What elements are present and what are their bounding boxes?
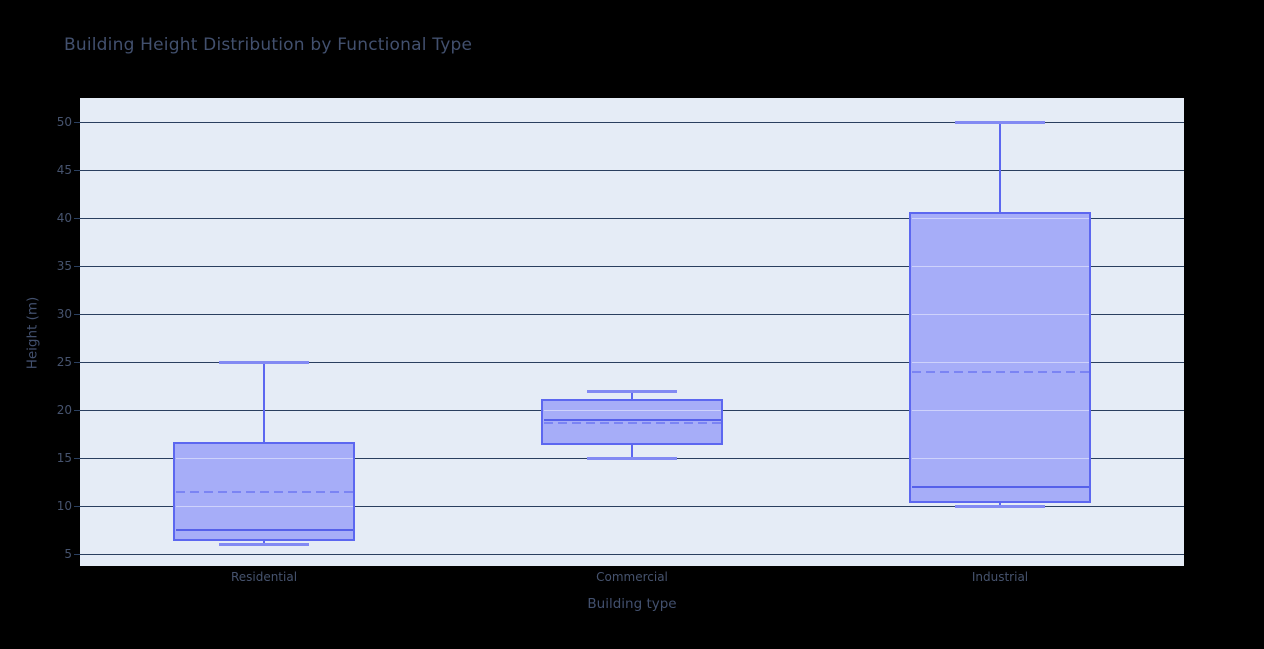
y-tick-mark-15 xyxy=(74,457,80,459)
lower-whisker-cap xyxy=(219,542,309,546)
median-line xyxy=(543,418,721,422)
y-tick-mark-5 xyxy=(74,553,80,555)
gridline-y-10 xyxy=(80,505,1184,507)
y-tick-label-45: 45 xyxy=(56,163,72,178)
y-tick-mark-40 xyxy=(74,218,80,220)
lower-whisker-stem xyxy=(999,501,1001,507)
y-tick-mark-20 xyxy=(74,409,80,411)
gridline-y-40 xyxy=(80,218,1184,220)
box-inner-gridline-35 xyxy=(911,266,1089,268)
y-tick-label-40: 40 xyxy=(56,211,72,226)
box-inner-gridline-15 xyxy=(175,457,353,459)
lower-whisker-cap xyxy=(955,504,1045,508)
box-industrial[interactable] xyxy=(80,98,1184,566)
plot-area[interactable] xyxy=(80,98,1184,566)
box-inner-gridline-15 xyxy=(911,457,1089,459)
y-tick-label-15: 15 xyxy=(56,450,72,465)
y-tick-label-30: 30 xyxy=(56,307,72,322)
box-inner-gridline-20 xyxy=(911,409,1089,411)
mean-line xyxy=(911,370,1089,373)
upper-whisker-stem xyxy=(263,362,265,444)
gridline-y-35 xyxy=(80,266,1184,268)
box-inner-gridline-20 xyxy=(543,409,721,411)
upper-whisker-cap xyxy=(587,389,677,393)
iqr-box xyxy=(909,212,1091,503)
upper-whisker-cap xyxy=(955,121,1045,125)
y-tick-mark-25 xyxy=(74,361,80,363)
gridline-y-25 xyxy=(80,361,1184,363)
y-tick-label-10: 10 xyxy=(56,498,72,513)
chart-title: Building Height Distribution by Function… xyxy=(64,35,473,55)
y-tick-mark-35 xyxy=(74,266,80,268)
median-line xyxy=(911,485,1089,489)
box-inner-gridline-30 xyxy=(911,314,1089,316)
x-tick-label-industrial: Industrial xyxy=(971,570,1029,584)
x-tick-label-residential: Residential xyxy=(230,570,298,584)
x-axis-title: Building type xyxy=(587,596,677,612)
lower-whisker-stem xyxy=(263,539,265,545)
box-commercial[interactable] xyxy=(80,98,1184,566)
y-tick-label-20: 20 xyxy=(56,402,72,417)
y-tick-mark-50 xyxy=(74,122,80,124)
gridline-y-5 xyxy=(80,553,1184,555)
box-inner-gridline-10 xyxy=(175,505,353,507)
upper-whisker-stem xyxy=(999,122,1001,214)
median-line xyxy=(175,528,353,532)
y-tick-label-5: 5 xyxy=(64,546,72,561)
box-inner-gridline-40 xyxy=(911,218,1089,220)
y-tick-mark-30 xyxy=(74,314,80,316)
y-tick-mark-45 xyxy=(74,170,80,172)
x-tick-label-commercial: Commercial xyxy=(596,570,668,584)
y-tick-mark-10 xyxy=(74,505,80,507)
y-tick-label-35: 35 xyxy=(56,259,72,274)
mean-line xyxy=(543,421,721,424)
y-tick-label-50: 50 xyxy=(56,115,72,130)
upper-whisker-cap xyxy=(219,360,309,364)
gridline-y-50 xyxy=(80,122,1184,124)
gridline-y-45 xyxy=(80,170,1184,172)
y-tick-label-25: 25 xyxy=(56,354,72,369)
lower-whisker-stem xyxy=(631,443,633,459)
box-inner-gridline-25 xyxy=(911,361,1089,363)
gridline-y-30 xyxy=(80,314,1184,316)
upper-whisker-stem xyxy=(631,391,633,401)
mean-line xyxy=(175,490,353,493)
box-residential[interactable] xyxy=(80,98,1184,566)
lower-whisker-cap xyxy=(587,456,677,460)
